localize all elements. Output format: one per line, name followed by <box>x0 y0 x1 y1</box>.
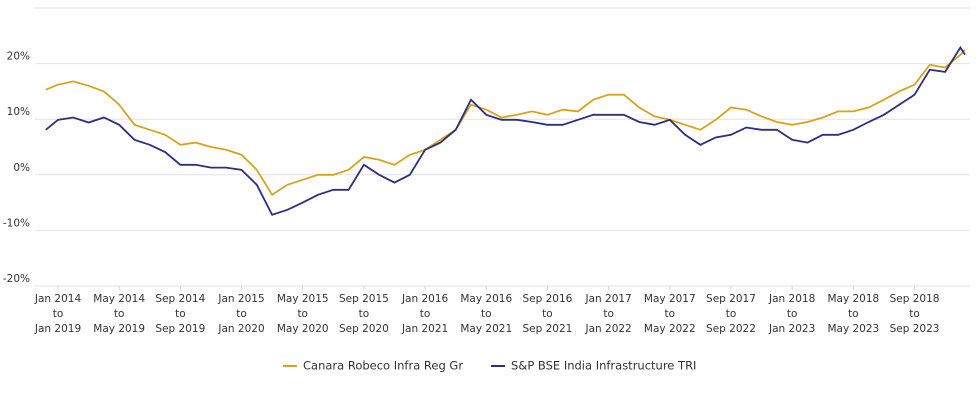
x-tick-label-line: Sep 2022 <box>706 323 756 335</box>
x-tick-label-line: May 2014 <box>93 293 145 305</box>
x-tick-label-line: May 2015 <box>277 293 329 305</box>
x-tick-label-line: to <box>787 308 798 320</box>
x-tick-label-line: Jan 2015 <box>217 293 264 305</box>
x-tick-label: Sep 2016 to Sep 2021 <box>523 293 573 335</box>
x-tick-label-line: Jan 2022 <box>584 323 631 335</box>
x-tick-label: Sep 2015 to Sep 2020 <box>339 293 389 335</box>
x-tick-label-line: May 2016 <box>460 293 512 305</box>
x-tick-label-line: May 2021 <box>460 323 512 335</box>
x-tick-label-line: Jan 2017 <box>584 293 631 305</box>
x-tick-label: May 2014 to May 2019 <box>93 293 145 335</box>
x-tick-label-line: to <box>665 308 676 320</box>
x-tick-label: Sep 2017 to Sep 2022 <box>706 293 756 335</box>
x-tick-label: Sep 2018 to Sep 2023 <box>890 293 940 335</box>
x-tick-label-line: to <box>420 308 431 320</box>
x-tick-label-line: Sep 2020 <box>339 323 389 335</box>
x-tick-label-line: to <box>53 308 64 320</box>
x-tick-label-line: to <box>236 308 247 320</box>
x-tick-label-line: to <box>297 308 308 320</box>
x-tick-label: May 2016 to May 2021 <box>460 293 512 335</box>
x-tick-label-line: Jan 2023 <box>768 323 815 335</box>
x-tick-label-line: May 2020 <box>277 323 329 335</box>
x-tick-label-line: Jan 2020 <box>217 323 264 335</box>
x-tick-label-line: to <box>848 308 859 320</box>
x-tick-label: May 2015 to May 2020 <box>277 293 329 335</box>
x-tick-label-line: to <box>603 308 614 320</box>
x-tick-label-line: May 2022 <box>644 323 696 335</box>
x-tick-label-line: Jan 2021 <box>401 323 448 335</box>
x-tick-label-line: to <box>542 308 553 320</box>
x-tick-label-line: Jan 2016 <box>401 293 449 305</box>
x-tick-label-line: May 2018 <box>827 293 879 305</box>
x-tick-label: Jan 2018 to Jan 2023 <box>768 293 815 335</box>
x-tick-label-line: May 2019 <box>93 323 145 335</box>
x-tick-label-line: to <box>175 308 186 320</box>
x-tick-label: Sep 2014 to Sep 2019 <box>155 293 205 335</box>
series-line <box>45 45 966 216</box>
x-tick-label: Jan 2014 to Jan 2019 <box>34 293 82 335</box>
x-tick-label-line: to <box>481 308 492 320</box>
x-tick-label-line: Sep 2016 <box>523 293 573 305</box>
x-tick-label-line: Sep 2014 <box>155 293 205 305</box>
x-tick-label-line: Sep 2015 <box>339 293 389 305</box>
series-line <box>45 49 966 197</box>
y-tick-label: 20% <box>7 51 30 63</box>
y-tick-label: 0% <box>13 162 30 174</box>
x-tick-label-line: to <box>359 308 370 320</box>
x-tick-label-line: Sep 2018 <box>890 293 940 305</box>
legend-label: S&P BSE India Infrastructure TRI <box>511 359 696 373</box>
x-tick-label: Jan 2016 to Jan 2021 <box>401 293 449 335</box>
legend-label: Canara Robeco Infra Reg Gr <box>303 359 463 373</box>
y-tick-label: -10% <box>3 217 30 229</box>
x-tick-label-line: May 2023 <box>827 323 879 335</box>
x-tick-label-line: Jan 2018 <box>768 293 815 305</box>
x-tick-label-line: Sep 2017 <box>706 293 756 305</box>
x-tick-label-line: Jan 2019 <box>34 323 81 335</box>
y-tick-label: 10% <box>7 106 30 118</box>
x-tick-label-line: to <box>909 308 920 320</box>
x-tick-label: Jan 2017 to Jan 2022 <box>584 293 631 335</box>
x-tick-label-line: to <box>114 308 125 320</box>
x-tick-label-line: Sep 2019 <box>155 323 205 335</box>
x-tick-label-line: to <box>726 308 737 320</box>
x-tick-label: May 2017 to May 2022 <box>644 293 696 335</box>
x-tick-label-line: Sep 2023 <box>890 323 940 335</box>
x-tick-label-line: May 2017 <box>644 293 696 305</box>
x-tick-label-line: Jan 2014 <box>34 293 82 305</box>
x-tick-label: Jan 2015 to Jan 2020 <box>217 293 264 335</box>
x-tick-label: May 2018 to May 2023 <box>827 293 879 335</box>
x-tick-label-line: Sep 2021 <box>523 323 573 335</box>
y-tick-label: -20% <box>3 273 30 285</box>
